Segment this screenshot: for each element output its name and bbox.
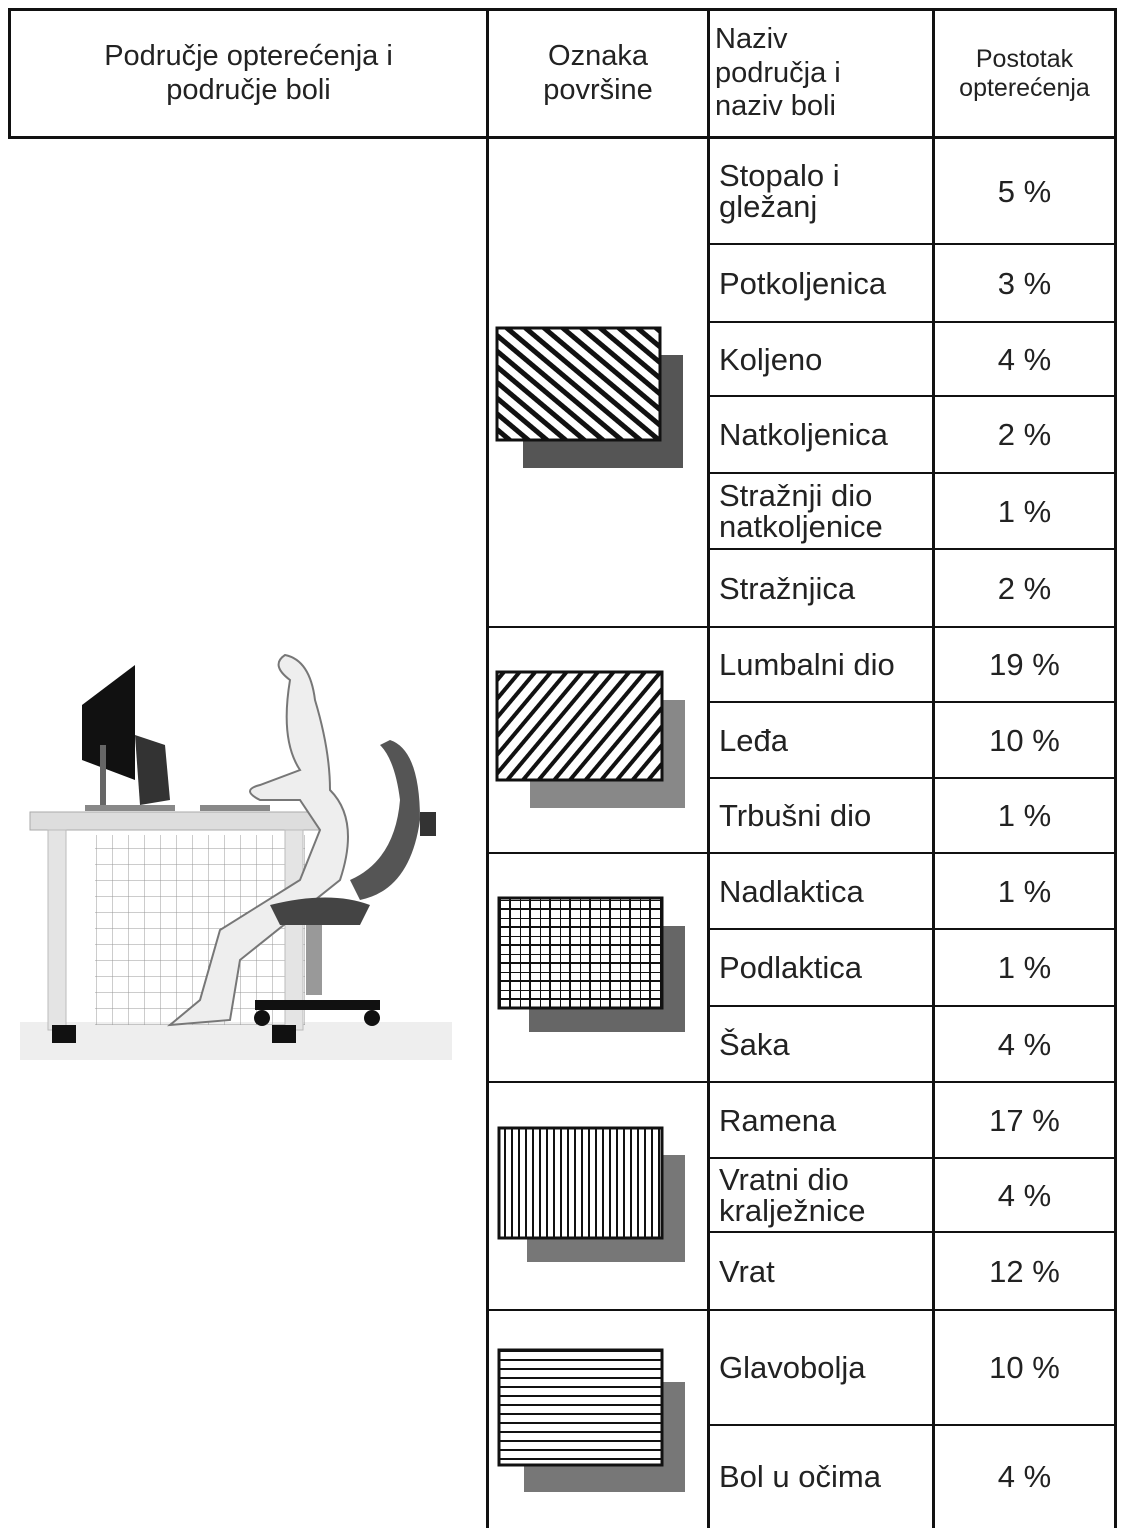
rule bbox=[8, 136, 1116, 139]
area-name: Nadlaktica bbox=[719, 873, 864, 909]
rule bbox=[487, 1309, 1116, 1311]
area-name: Šaka bbox=[719, 1026, 790, 1062]
header-cell: Naziv područja i naziv boli bbox=[715, 23, 841, 123]
rule bbox=[708, 701, 1116, 703]
rule bbox=[708, 777, 1116, 779]
area-name: Vrat bbox=[719, 1253, 775, 1289]
rule bbox=[708, 472, 1116, 474]
rule bbox=[487, 852, 1116, 854]
load-percentage: 4 % bbox=[997, 1177, 1052, 1213]
area-name: Lumbalni dio bbox=[719, 647, 895, 682]
load-percentage: 1 % bbox=[997, 493, 1052, 529]
load-percentage: 2 % bbox=[997, 417, 1052, 452]
load-percentage: 1 % bbox=[997, 950, 1052, 985]
area-name: Potkoljenica bbox=[719, 265, 887, 301]
area-name: Stražnji dio natkoljenice bbox=[719, 478, 883, 544]
area-name: Stopalo i gležanj bbox=[719, 158, 840, 224]
rule bbox=[1114, 8, 1117, 1528]
rule bbox=[487, 1081, 1116, 1083]
load-percentage: 5 % bbox=[997, 173, 1052, 209]
load-percentage: 17 % bbox=[989, 1102, 1060, 1138]
load-percentage: 4 % bbox=[997, 1459, 1052, 1494]
area-name: Ramena bbox=[719, 1102, 837, 1138]
rule bbox=[708, 1424, 1116, 1426]
header-cell: Postotak opterećenja bbox=[959, 44, 1090, 102]
load-percentage: 1 % bbox=[997, 798, 1052, 833]
area-name: Vratni dio kralježnice bbox=[719, 1162, 866, 1228]
load-percentage: 10 % bbox=[989, 722, 1060, 758]
area-name: Leđa bbox=[719, 722, 788, 758]
load-percentage: 3 % bbox=[997, 265, 1052, 301]
rule bbox=[708, 1231, 1116, 1233]
rule bbox=[707, 8, 710, 1528]
load-percentage: 4 % bbox=[997, 341, 1052, 377]
area-name: Bol u očima bbox=[719, 1459, 881, 1494]
rule bbox=[8, 8, 11, 139]
rule bbox=[708, 1005, 1116, 1007]
area-name: Koljeno bbox=[719, 341, 823, 377]
area-name: Glavobolja bbox=[719, 1350, 866, 1385]
area-name: Podlaktica bbox=[719, 950, 863, 985]
rule bbox=[708, 243, 1116, 245]
area-name: Natkoljenica bbox=[719, 417, 888, 452]
header-cell: Područje opterećenja i područje boli bbox=[104, 40, 393, 106]
rule bbox=[486, 8, 489, 1528]
area-name: Stražnjica bbox=[719, 570, 856, 606]
rule bbox=[708, 928, 1116, 930]
load-percentage: 19 % bbox=[989, 647, 1060, 682]
workstation-illustration bbox=[20, 653, 452, 1060]
rule bbox=[708, 1157, 1116, 1159]
rule bbox=[708, 395, 1116, 397]
load-percentage: 10 % bbox=[989, 1350, 1060, 1385]
rule bbox=[8, 8, 1116, 11]
load-percentage: 2 % bbox=[997, 570, 1052, 606]
pattern-swatches bbox=[495, 326, 685, 1492]
load-percentage: 1 % bbox=[997, 873, 1052, 909]
load-percentage: 4 % bbox=[997, 1026, 1052, 1062]
area-name: Trbušni dio bbox=[719, 798, 872, 833]
load-percentage: 12 % bbox=[989, 1253, 1060, 1289]
rule bbox=[932, 8, 935, 1528]
rule bbox=[708, 321, 1116, 323]
rule bbox=[708, 548, 1116, 550]
rule bbox=[487, 626, 1116, 628]
header-cell: Oznaka površine bbox=[543, 40, 653, 106]
